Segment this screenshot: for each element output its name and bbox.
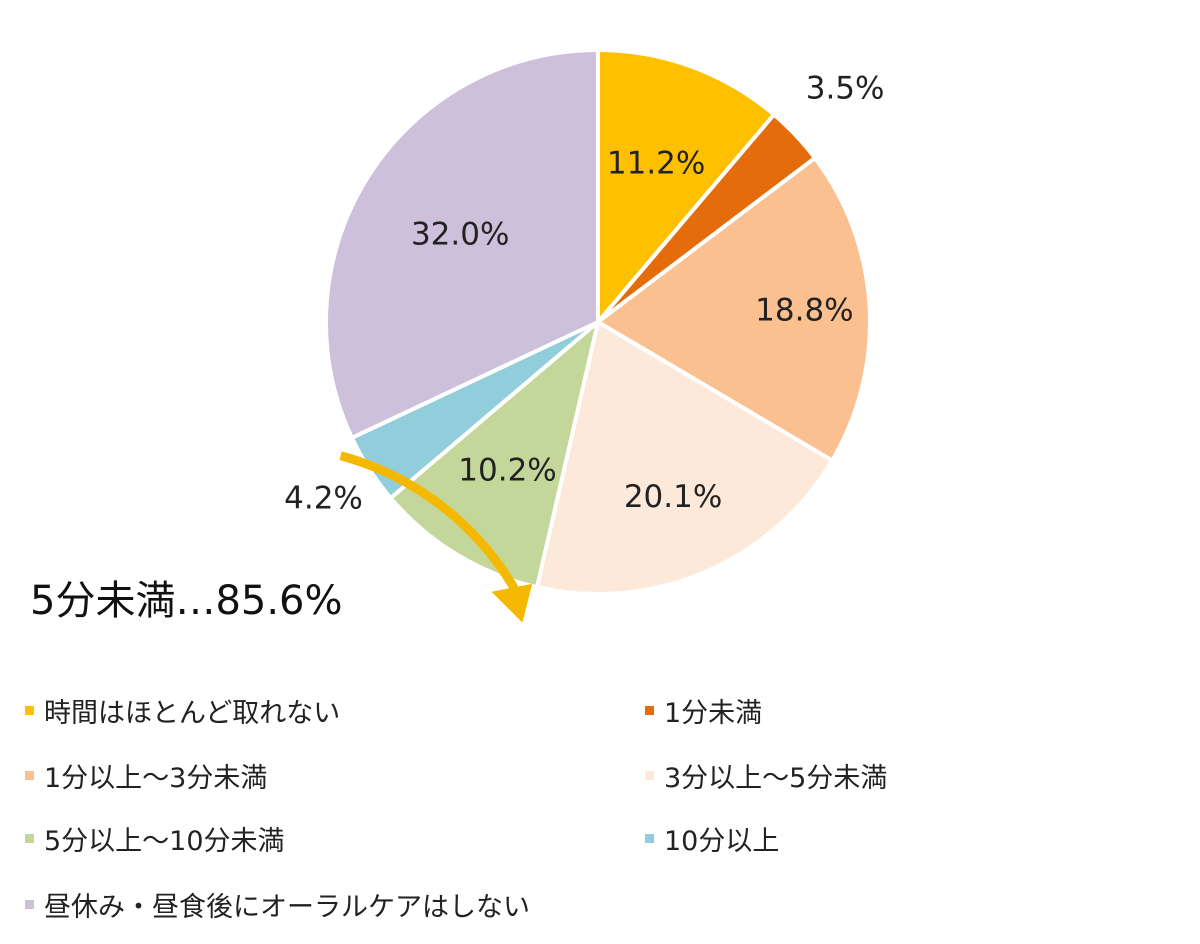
legend-label-7: 昼休み・昼食後にオーラルケアはしない xyxy=(44,892,530,923)
legend-item-3: 1分以上～3分未満 xyxy=(25,756,267,795)
legend-swatch-6 xyxy=(645,834,654,843)
legend-swatch-3 xyxy=(25,771,34,780)
pie-slice-7 xyxy=(324,48,600,440)
bracket-arc xyxy=(339,451,526,604)
legend-item-6: 10分以上 xyxy=(645,819,779,858)
legend-swatch-5 xyxy=(25,834,34,843)
pie-slice-4 xyxy=(534,320,835,596)
slice-value-label-2: 3.5% xyxy=(806,70,885,106)
legend-item-1: 時間はほとんど取れない xyxy=(25,691,340,730)
slice-value-label-1: 11.2% xyxy=(607,146,705,182)
slice-value-label-3: 18.8% xyxy=(755,292,853,328)
pie-slice-1 xyxy=(596,48,776,324)
under-5-minutes-summary: 5分未満…85.6% xyxy=(30,578,343,624)
legend-item-4: 3分以上～5分未満 xyxy=(645,756,887,795)
legend-item-7: 昼休み・昼食後にオーラルケアはしない xyxy=(25,885,530,924)
legend-swatch-4 xyxy=(645,771,654,780)
legend-label-1: 時間はほとんど取れない xyxy=(44,698,341,729)
slice-labels: 11.2% 3.5% 18.8% 20.1% 10.2% 4.2% 32.0% xyxy=(284,70,884,516)
pie-slice-5 xyxy=(388,320,600,590)
legend-label-5: 5分以上～10分未満 xyxy=(44,826,285,857)
bracket-arrowhead xyxy=(491,583,533,623)
legend-label-6: 10分以上 xyxy=(664,826,780,857)
under-5-minutes-bracket xyxy=(339,451,533,623)
legend-item-5: 5分以上～10分未満 xyxy=(25,819,285,858)
legend-item-2: 1分未満 xyxy=(645,691,762,730)
slice-value-label-4: 20.1% xyxy=(624,479,722,515)
legend-label-2: 1分未満 xyxy=(664,698,763,729)
legend-label-3: 1分以上～3分未満 xyxy=(44,763,268,794)
legend-swatch-1 xyxy=(25,706,34,715)
slice-value-label-5: 10.2% xyxy=(458,453,556,489)
legend-swatch-7 xyxy=(25,900,34,909)
slice-value-label-6: 4.2% xyxy=(284,481,363,517)
legend-label-4: 3分以上～5分未満 xyxy=(664,763,888,794)
slice-value-label-7: 32.0% xyxy=(411,217,509,253)
pie-slice-3 xyxy=(596,156,872,463)
legend-swatch-2 xyxy=(645,706,654,715)
